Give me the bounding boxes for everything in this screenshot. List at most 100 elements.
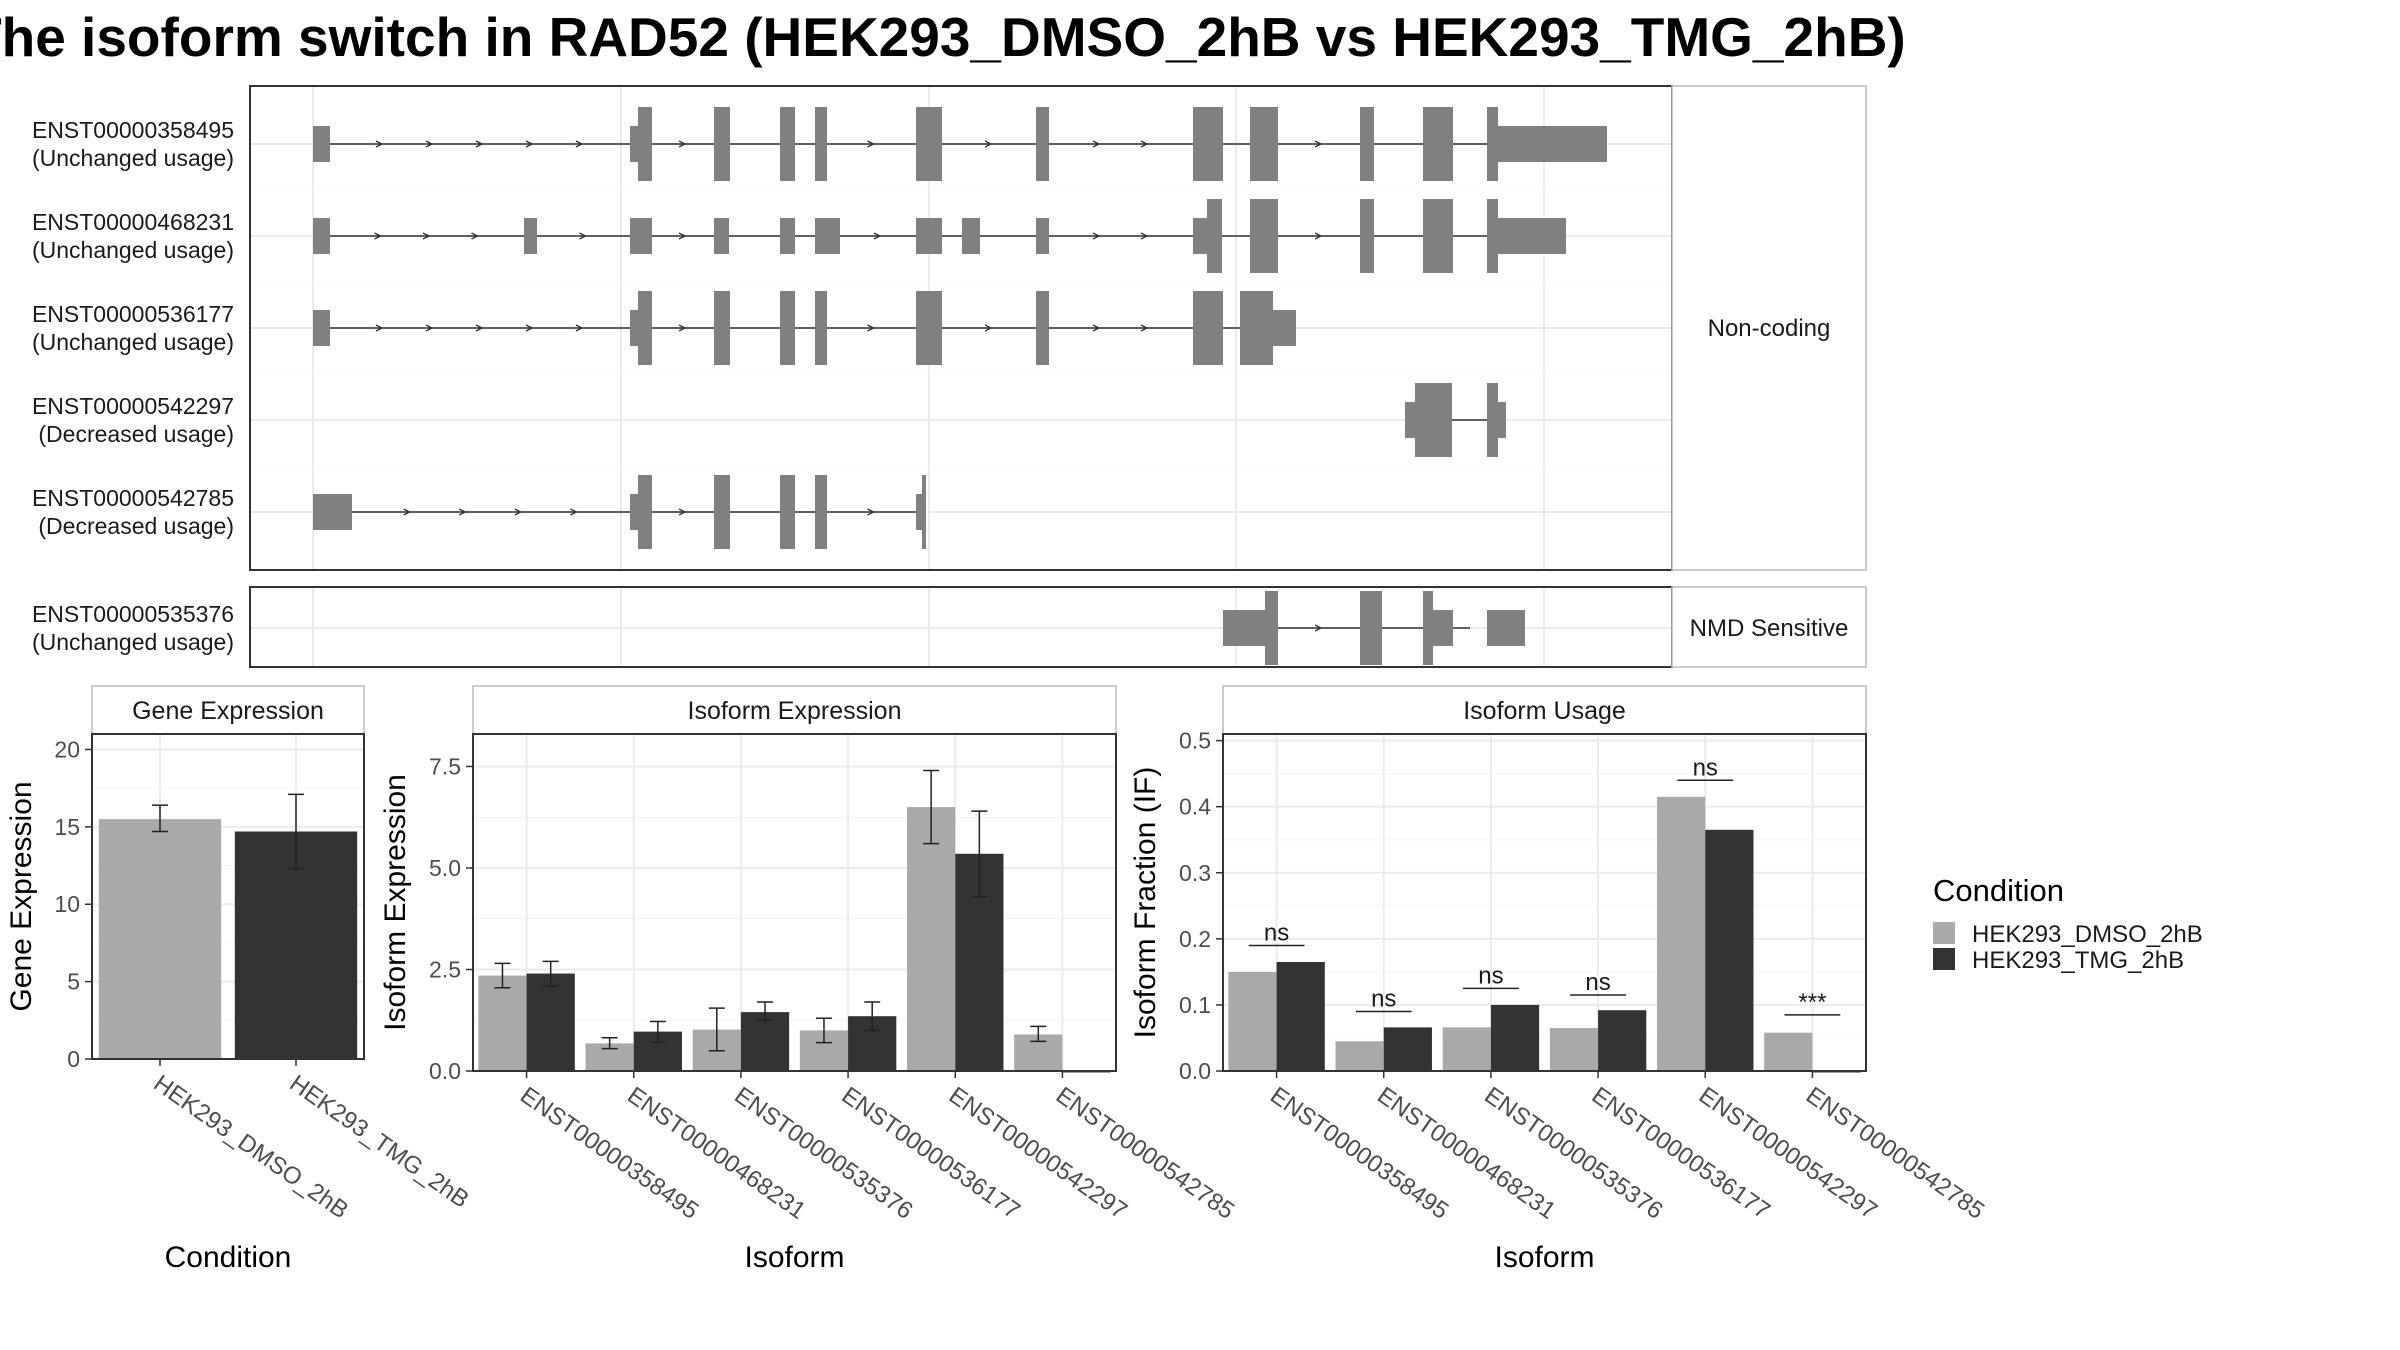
exon-block — [524, 218, 537, 254]
significance-label: ns — [1478, 962, 1503, 989]
exon-block — [1360, 107, 1374, 181]
y-tick-label: 15 — [54, 814, 80, 840]
exon-block — [1265, 591, 1278, 665]
exon-block — [1487, 107, 1498, 181]
exon-block — [916, 494, 922, 530]
significance-label: ns — [1693, 754, 1718, 781]
intron-arrow — [1140, 324, 1149, 332]
exon-block — [815, 218, 840, 254]
exon-block — [780, 291, 795, 365]
bar-ENST00000358495-HEK293_TMG_2hB — [1276, 961, 1325, 1071]
bar-ENST00000358495-HEK293_DMSO_2hB — [478, 975, 527, 1071]
chart-panel-frame — [91, 733, 365, 1060]
intron-arrow — [678, 508, 687, 516]
exon-block — [1487, 199, 1498, 273]
isoform-usage-label: (Unchanged usage) — [32, 629, 234, 655]
exon-block — [1250, 199, 1278, 273]
chart-panel-frame — [472, 733, 1117, 1072]
exon-block — [922, 475, 926, 549]
isoform-label-ENST00000536177: ENST00000536177 — [32, 301, 234, 327]
y-tick-label: 0.4 — [1179, 794, 1211, 820]
significance-label: ns — [1371, 986, 1396, 1013]
y-tick-label: 0.3 — [1179, 860, 1211, 886]
intron-arrow — [475, 140, 484, 148]
transcript-model-ENST00000468231 — [313, 199, 1566, 273]
bar-ENST00000535376-HEK293_DMSO_2hB — [1442, 1027, 1491, 1071]
exon-block — [313, 310, 330, 346]
significance-label: ns — [1264, 919, 1289, 946]
chart-title-strip — [472, 685, 1117, 735]
y-tick-label: 5 — [67, 969, 80, 995]
bar-ENST00000468231-HEK293_TMG_2hB — [1383, 1027, 1432, 1071]
y-tick-label: 0.5 — [1179, 728, 1211, 754]
bar-ENST00000542297-HEK293_TMG_2hB — [1705, 829, 1754, 1071]
bar-ENST00000536177-HEK293_DMSO_2hB — [1549, 1028, 1599, 1071]
y-tick-label: 10 — [54, 891, 80, 917]
exon-block — [638, 475, 652, 549]
exon-block — [1036, 291, 1049, 365]
exon-block — [630, 310, 638, 346]
transcript-model-ENST00000542785 — [313, 475, 926, 549]
chart-panel-background — [1223, 734, 1866, 1071]
chart-panel-background — [473, 734, 1116, 1071]
coding-group-strip — [1671, 85, 1867, 571]
y-tick-label: 5.0 — [429, 855, 461, 881]
bar-ENST00000535376-HEK293_TMG_2hB — [740, 1012, 790, 1071]
exon-block — [1223, 610, 1265, 646]
exon-block — [1423, 199, 1453, 273]
nmd-group-label: NMD Sensitive — [1690, 615, 1849, 642]
intron-arrow — [1314, 140, 1323, 148]
exon-block — [630, 494, 638, 530]
exon-block — [1423, 591, 1433, 665]
exon-block — [313, 126, 330, 162]
exon-block — [1433, 610, 1453, 646]
intron-arrow — [525, 324, 534, 332]
bar-ENST00000468231-HEK293_DMSO_2hB — [1335, 1041, 1384, 1071]
exon-block — [916, 107, 942, 181]
y-tick-label: 0.0 — [1179, 1058, 1211, 1084]
chart-title-strip — [91, 685, 365, 735]
exon-block — [638, 107, 652, 181]
intron-arrow — [1140, 232, 1149, 240]
y-tick-label: 0 — [67, 1046, 80, 1072]
y-axis-title: Isoform Fraction (IF) — [1129, 767, 1162, 1039]
exon-block — [780, 218, 795, 254]
y-tick-label: 0.0 — [429, 1058, 461, 1084]
exon-block — [1360, 591, 1382, 665]
x-tick-label: ENST00000542297 — [944, 1082, 1132, 1225]
exon-block — [1036, 107, 1049, 181]
exon-block — [1250, 107, 1278, 181]
exon-block — [1036, 218, 1049, 254]
y-tick-label: 0.1 — [1179, 992, 1211, 1018]
intron-arrow — [867, 324, 875, 332]
exon-block — [780, 475, 795, 549]
exon-block — [630, 126, 638, 162]
transcript-model-ENST00000536177 — [313, 291, 1296, 365]
isoform-label-ENST00000542785: ENST00000542785 — [32, 485, 234, 511]
intron-arrow — [403, 508, 412, 516]
intron-arrow — [984, 324, 993, 332]
isoform-usage-label: (Unchanged usage) — [32, 145, 234, 171]
coding-group-label: Non-coding — [1708, 315, 1831, 342]
intron-arrow — [1140, 140, 1149, 148]
legend-title: Condition — [1933, 873, 2064, 908]
significance-label: ns — [1585, 969, 1610, 996]
chart-title: Isoform Usage — [1463, 697, 1626, 725]
x-axis-title: Condition — [165, 1241, 292, 1274]
y-tick-label: 7.5 — [429, 753, 461, 779]
exon-block — [916, 291, 942, 365]
bar-ENST00000542297-HEK293_DMSO_2hB — [907, 807, 956, 1071]
exon-block — [714, 475, 730, 549]
intron-arrow — [471, 232, 479, 240]
legend-key-HEK293_DMSO_2hB — [1933, 922, 1955, 944]
transcript-model-ENST00000542297 — [1405, 383, 1506, 457]
exon-block — [1487, 383, 1498, 457]
x-tick-label: ENST00000358495 — [515, 1082, 703, 1225]
intron-arrow — [1092, 140, 1101, 148]
y-tick-label: 2.5 — [429, 956, 461, 982]
intron-arrow — [867, 508, 875, 516]
exon-block — [313, 494, 352, 530]
chart-title: Isoform Expression — [688, 697, 902, 725]
intron-arrow — [375, 140, 384, 148]
exon-block — [1193, 291, 1223, 365]
